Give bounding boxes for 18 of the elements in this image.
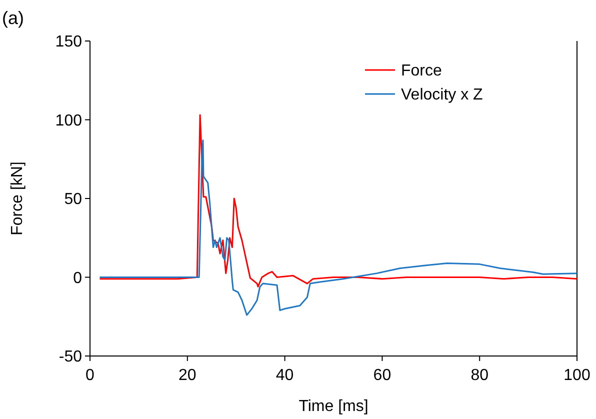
legend-label: Velocity x Z [401,86,484,104]
y-axis-title: Force [kN] [9,162,26,236]
x-tick-label: 20 [178,367,196,384]
x-tick-label: 40 [276,367,294,384]
y-tick-label: 0 [73,270,82,287]
y-tick-label: 150 [55,34,82,51]
x-tick-label: 100 [564,367,590,384]
legend-label: Force [401,62,442,80]
y-tick-label: -50 [58,348,82,366]
text: (a) [2,8,24,28]
x-tick-label: 60 [373,367,392,384]
y-tick-label: 100 [55,112,82,130]
x-axis-title: Time [ms] [298,398,368,415]
x-tick-label: 0 [86,367,95,384]
line-series [98,114,578,288]
x-tick-label: 80 [470,367,489,384]
y-tick-label: 50 [64,191,82,208]
line-series [98,139,578,316]
